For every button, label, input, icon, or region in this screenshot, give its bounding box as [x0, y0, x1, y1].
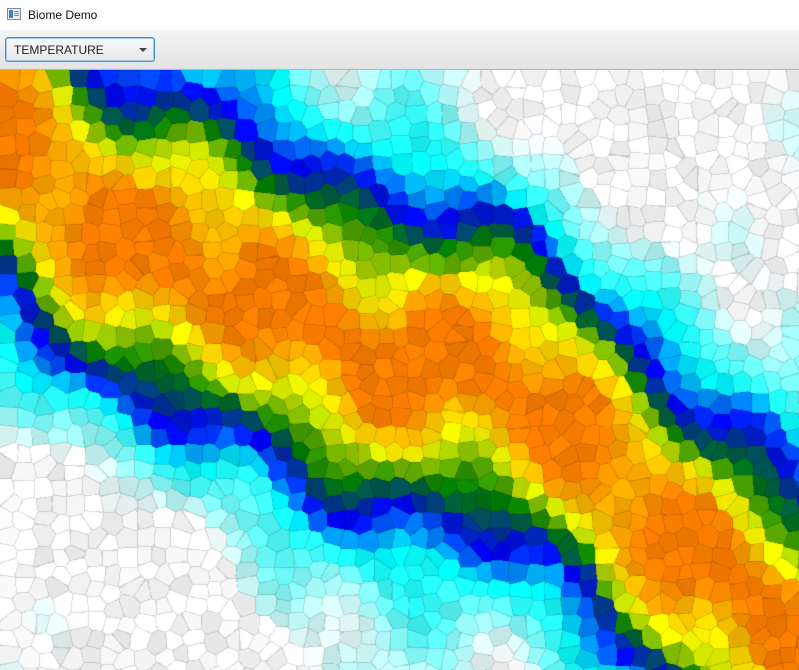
toolbar: TEMPERATURE: [0, 30, 799, 70]
layer-select-value: TEMPERATURE: [14, 43, 104, 57]
title-bar: Biome Demo: [0, 0, 799, 30]
app-window-icon: [7, 8, 21, 20]
layer-select-dropdown[interactable]: TEMPERATURE: [5, 37, 155, 62]
temperature-map[interactable]: [0, 70, 799, 670]
chevron-down-icon[interactable]: [139, 48, 147, 52]
window-title: Biome Demo: [28, 8, 98, 22]
